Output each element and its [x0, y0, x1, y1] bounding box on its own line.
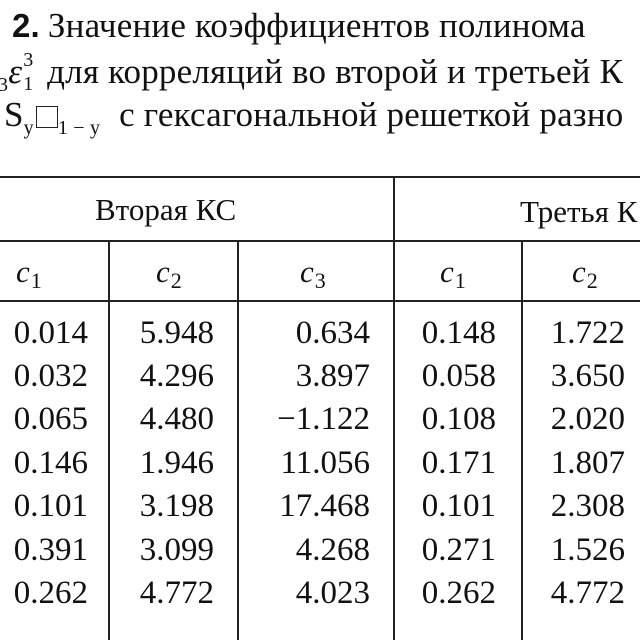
- table-top-rule: [0, 176, 640, 178]
- table-cell: 0.058: [421, 358, 496, 394]
- table-caption: 2. Значение коэффициентов полинома 3ε 3 1 д…: [0, 0, 640, 170]
- caption-text-3: с гексагональной решеткой разно: [119, 95, 624, 134]
- table-cell: 0.101: [13, 488, 88, 524]
- table-cell: 11.056: [280, 445, 370, 481]
- table-cell: 5.948: [139, 315, 214, 351]
- column-divider-1: [108, 241, 110, 640]
- table-cell: 0.108: [421, 401, 496, 437]
- epsilon-subscript: 1: [23, 73, 34, 95]
- formula-s: S: [4, 95, 24, 134]
- table-cell: 2.020: [550, 401, 625, 437]
- table-cell: 0.146: [13, 445, 88, 481]
- table-number: 2.: [12, 7, 40, 44]
- table-cell: 1.946: [139, 445, 214, 481]
- table-cell: 3.099: [139, 532, 214, 568]
- group-header-second: Вторая КС: [95, 192, 237, 227]
- caption-text-1: Значение коэффициентов полинома: [47, 6, 586, 45]
- table-cell: 17.468: [279, 488, 370, 524]
- formula-prefix-subscript: 3: [0, 74, 9, 96]
- column-divider-4: [521, 241, 523, 640]
- table-cell: 4.772: [550, 575, 625, 611]
- table-cell: 3.897: [295, 358, 370, 394]
- column-header-c2-third: c2: [572, 254, 598, 293]
- table-cell: 0.262: [13, 575, 88, 611]
- table-cell: 4.480: [139, 401, 214, 437]
- table-cell: 0.634: [295, 315, 370, 351]
- table-cell: 4.296: [139, 358, 214, 394]
- column-header-rule: [0, 300, 640, 302]
- group-header-third: Третья К: [520, 194, 638, 229]
- epsilon-superscript: 3: [23, 49, 34, 71]
- caption-line-1: 2. Значение коэффициентов полинома: [12, 6, 586, 46]
- table-cell: 0.262: [421, 575, 496, 611]
- table-cell: 0.065: [13, 401, 88, 437]
- group-header-rule: [0, 240, 640, 242]
- table-cell: 2.308: [550, 488, 625, 524]
- column-header-c2: c2: [156, 254, 182, 293]
- epsilon-symbol: ε: [8, 52, 23, 91]
- formula-sub-y: y: [23, 117, 34, 139]
- table-cell: 0.032: [13, 358, 88, 394]
- table-cell: 0.148: [421, 315, 496, 351]
- table-cell: 0.171: [421, 445, 496, 481]
- table-cell: 1.807: [550, 445, 625, 481]
- formula-sub-rest: 1 − y: [57, 117, 101, 139]
- caption-text-2: для корреляций во второй и третьей К: [47, 52, 624, 91]
- table-cell: 4.023: [295, 575, 370, 611]
- table-cell: 0.014: [13, 315, 88, 351]
- caption-line-2: 3ε 3 1 для корреляций во второй и третьей …: [0, 49, 624, 97]
- table-cell: 0.391: [13, 532, 88, 568]
- table-cell: 3.198: [139, 488, 214, 524]
- square-symbol-icon: [35, 106, 58, 128]
- table-cell: 4.268: [295, 532, 370, 568]
- group-divider: [393, 178, 395, 640]
- table-cell: 4.772: [139, 575, 214, 611]
- column-header-c1: c1: [16, 254, 42, 293]
- caption-line-3: Sy 1 − y с гексагональной решеткой разно: [4, 95, 623, 140]
- table-cell: −1.122: [277, 401, 370, 437]
- table-cell: 1.722: [550, 315, 625, 351]
- table-cell: 1.526: [550, 532, 625, 568]
- table-cell: 0.271: [421, 532, 496, 568]
- column-header-c3: c3: [300, 254, 326, 293]
- column-header-c1-third: c1: [440, 254, 466, 293]
- column-divider-2: [237, 241, 239, 640]
- table-cell: 0.101: [421, 488, 496, 524]
- table-cell: 3.650: [550, 358, 625, 394]
